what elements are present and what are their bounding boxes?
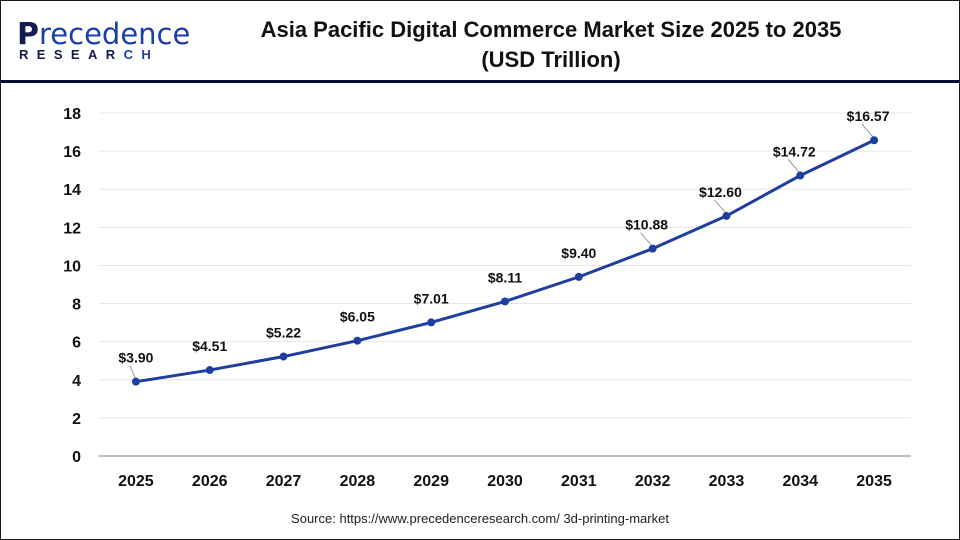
data-label: $10.88 [625, 217, 668, 233]
x-tick-label: 2027 [266, 473, 302, 490]
x-tick-label: 2031 [561, 473, 597, 490]
data-point-marker [353, 336, 362, 345]
data-point-marker [131, 377, 140, 386]
y-tick-label: 6 [72, 335, 81, 352]
y-tick-label: 12 [63, 220, 81, 237]
logo-sub-main: RESEAR [19, 47, 124, 62]
x-tick-label: 2028 [340, 473, 376, 490]
data-line [135, 138, 875, 384]
chart-title: Asia Pacific Digital Commerce Market Siz… [221, 15, 881, 75]
logo-rest: recedence [39, 17, 191, 51]
x-tick-label: 2029 [413, 473, 449, 490]
data-point-marker [648, 244, 657, 253]
data-point-marker [205, 366, 214, 375]
x-tick-label: 2033 [709, 473, 745, 490]
chart-title-line1: Asia Pacific Digital Commerce Market Siz… [260, 17, 842, 42]
label-leader-line [787, 159, 801, 174]
logo-wordmark: Precedence [17, 19, 190, 50]
data-point-marker [574, 272, 583, 281]
label-leader-line [129, 365, 137, 380]
label-leader-line [640, 232, 654, 248]
header-divider [1, 80, 959, 83]
x-tick-label: 2032 [635, 473, 671, 490]
y-tick-label: 10 [63, 258, 81, 275]
x-tick-label: 2030 [487, 473, 523, 490]
data-label: $12.60 [699, 184, 742, 200]
precedence-research-logo: Precedence RESEARCH [17, 19, 190, 63]
logo-subtext: RESEARCH [19, 48, 159, 62]
logo-sub-accent: CH [123, 47, 160, 62]
data-point-marker [722, 211, 731, 220]
y-tick-label: 16 [63, 144, 81, 161]
label-leader-line [714, 199, 727, 215]
y-tick-label: 2 [72, 411, 81, 428]
data-label: $6.05 [340, 309, 375, 325]
logo-initial: P [17, 17, 39, 52]
data-point-marker [279, 352, 288, 361]
data-point-marker [796, 171, 805, 180]
data-label: $3.90 [118, 350, 153, 366]
data-label: $9.40 [561, 245, 596, 261]
data-label: $16.57 [847, 108, 890, 124]
x-tick-label: 2034 [782, 473, 818, 490]
label-leader-line [861, 123, 875, 139]
data-point-marker [501, 297, 509, 306]
x-tick-label: 2035 [856, 473, 892, 490]
data-label: $14.72 [773, 144, 816, 160]
chart-title-line2: (USD Trillion) [481, 47, 621, 72]
y-tick-label: 8 [72, 297, 81, 314]
source-note: Source: https://www.precedenceresearch.c… [291, 511, 669, 526]
x-tick-label: 2026 [192, 473, 228, 490]
y-tick-label: 14 [63, 182, 81, 199]
data-label: $7.01 [414, 290, 449, 306]
data-label: $8.11 [488, 269, 522, 285]
x-tick-label: 2025 [118, 473, 154, 490]
data-point-marker [427, 318, 436, 327]
data-point-marker [870, 136, 879, 145]
y-tick-label: 4 [72, 373, 81, 390]
y-tick-label: 0 [72, 449, 81, 466]
data-label: $5.22 [266, 325, 301, 341]
data-label: $4.51 [192, 338, 227, 354]
y-tick-label: 18 [63, 106, 81, 123]
